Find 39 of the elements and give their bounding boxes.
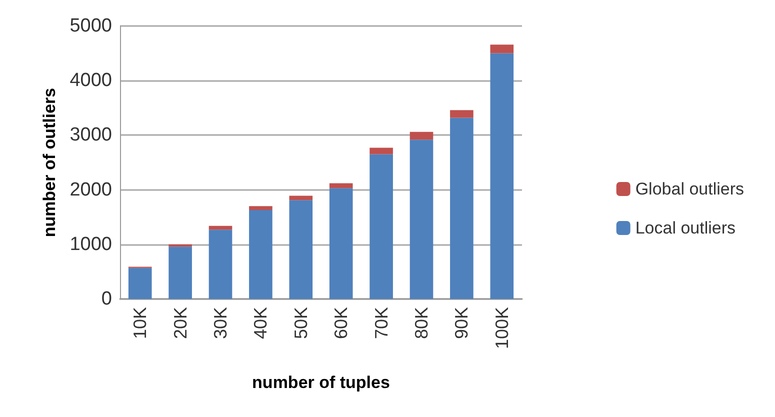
bar [329,188,353,299]
x-tick-label: 30K [210,307,230,340]
y-tick-label: 5000 [70,16,112,36]
bar [208,226,232,230]
bar [490,53,514,299]
bar [410,132,434,140]
bar [249,210,272,299]
x-tick-label: 70K [371,307,392,340]
bar [370,148,393,154]
bar [410,140,434,299]
bar [450,110,474,118]
x-tick-label: 60K [331,307,352,340]
x-tick-label: 10K [130,307,150,340]
x-tick-label: 80K [412,307,432,340]
bar [490,44,514,54]
bar [168,246,192,299]
bar [128,268,152,299]
bar [289,196,313,200]
x-axis-title: number of tuples [252,373,390,392]
bar [249,206,272,210]
x-tick-label: 90K [452,307,472,340]
y-tick-label: 3000 [70,124,112,146]
y-tick-label: 0 [101,288,112,310]
bar [208,230,232,299]
x-tick-label: 100K [492,307,512,350]
bar [289,200,313,299]
legend-label: Local outliers [635,218,736,238]
x-tick-label: 40K [250,307,271,340]
x-tick-label: 50K [290,307,311,340]
legend-label: Global outliers [635,180,744,198]
x-tick-label: 20K [170,307,190,340]
y-tick-label: 4000 [70,70,112,92]
y-axis-title: number of outliers [40,88,59,238]
bar [329,183,353,188]
bar [450,118,474,299]
bar [168,244,192,247]
bar [370,154,393,299]
y-tick-label: 1000 [70,234,112,255]
y-tick-label: 2000 [70,179,112,200]
